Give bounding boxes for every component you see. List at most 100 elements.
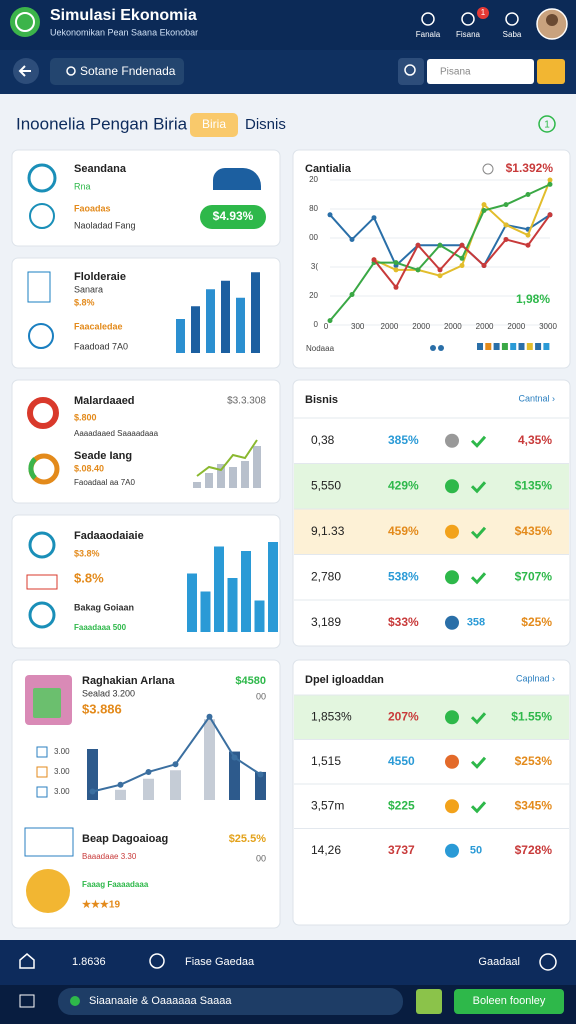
- icon: [28, 457, 37, 480]
- legend-icon: [36, 786, 48, 798]
- bar: [87, 749, 98, 800]
- bar: [229, 751, 240, 800]
- bar: [200, 591, 211, 632]
- nav-label[interactable]: Fiase Gaedaa: [185, 956, 255, 968]
- label: $3.8%: [74, 548, 100, 558]
- legend-swatch: [535, 343, 542, 350]
- table-link[interactable]: Cantnal ›: [518, 393, 555, 403]
- cell: 1,515: [311, 754, 341, 768]
- cell: 3,189: [311, 615, 341, 629]
- row-icon: [445, 615, 459, 630]
- icon[interactable]: [539, 953, 557, 971]
- icon-button[interactable]: [416, 989, 442, 1014]
- y-tick-label: 20: [309, 175, 318, 184]
- chart-caption: Nodaaa: [306, 344, 335, 353]
- label: Sanara: [74, 284, 103, 294]
- point: [437, 273, 443, 279]
- text-input[interactable]: [427, 59, 534, 84]
- point: [206, 713, 213, 720]
- bar: [170, 770, 181, 800]
- bar: [214, 546, 224, 632]
- icon: [430, 345, 436, 351]
- logo-ring: [15, 12, 35, 32]
- search-icon: [404, 64, 416, 76]
- point: [459, 263, 465, 269]
- row-icon: [445, 433, 459, 448]
- x-tick-label: 2000: [507, 322, 525, 331]
- bar: [143, 778, 154, 800]
- primary-button[interactable]: [454, 989, 564, 1014]
- label: Rna: [74, 181, 91, 191]
- nav-icon[interactable]: [461, 12, 475, 26]
- label: $4580: [235, 675, 266, 687]
- bar: [176, 319, 185, 353]
- point: [525, 242, 531, 248]
- bar: [236, 297, 245, 353]
- row-highlight: [294, 509, 569, 555]
- nav-label[interactable]: Saba: [503, 30, 522, 39]
- product-image-detail: [33, 688, 61, 718]
- nav-icon[interactable]: [505, 12, 519, 26]
- bar: [115, 789, 126, 800]
- rating: ★★★19: [82, 900, 120, 911]
- bar: [268, 542, 278, 632]
- table-link[interactable]: Caplnad ›: [516, 673, 555, 683]
- legend-swatch: [477, 343, 483, 350]
- legend-swatch: [493, 343, 500, 350]
- row-icon: [445, 754, 459, 769]
- x-tick-label: 2000: [444, 322, 462, 331]
- point: [525, 192, 531, 197]
- y-tick-label: 00: [309, 233, 318, 242]
- nav-label[interactable]: Fisana: [456, 30, 481, 39]
- tab-active[interactable]: [190, 113, 238, 137]
- bar: [217, 464, 225, 488]
- bar: [229, 467, 237, 488]
- label: $.800: [74, 412, 97, 422]
- bar: [205, 473, 213, 488]
- input-placeholder: Pisana: [440, 67, 471, 78]
- app-subtitle: Uekonomikan Pean Saana Ekonobar: [50, 27, 198, 37]
- search-field[interactable]: [50, 58, 184, 85]
- legend-swatch: [518, 343, 525, 350]
- search-icon: [66, 66, 76, 76]
- trend-line: [196, 439, 258, 477]
- cell: $1.55%: [511, 709, 552, 723]
- point: [525, 232, 531, 238]
- nav-icon[interactable]: [421, 12, 435, 26]
- point: [503, 236, 509, 242]
- check-icon: [470, 756, 487, 769]
- point: [415, 267, 421, 273]
- cell: 4550: [388, 754, 415, 768]
- tab-label[interactable]: Biria: [202, 117, 226, 131]
- action-button[interactable]: [537, 59, 565, 84]
- cell: 50: [470, 845, 482, 857]
- bar: [254, 600, 265, 632]
- label: $3.3.308: [227, 396, 266, 407]
- button-label[interactable]: Boleen foonley: [473, 995, 546, 1007]
- bar: [221, 280, 230, 353]
- home-icon: [19, 953, 35, 969]
- label: Faaadaaa 500: [74, 623, 127, 632]
- label: Faoadaal aa 7A0: [74, 478, 135, 487]
- search-button[interactable]: [398, 58, 424, 85]
- x-tick-label: 2000: [412, 322, 430, 331]
- label: 00: [256, 853, 266, 863]
- nav-label[interactable]: Gaadaal: [478, 956, 520, 968]
- section-title: Inoonelia Pengan Biria: [16, 114, 188, 133]
- bar: [227, 578, 238, 632]
- icon: [149, 953, 165, 969]
- tab-label[interactable]: Disnis: [245, 116, 286, 133]
- cell: 5,550: [311, 478, 341, 492]
- point: [231, 754, 238, 761]
- y-tick-label: 3(: [311, 262, 318, 271]
- row-icon: [445, 799, 459, 814]
- cell: 4,35%: [518, 433, 552, 447]
- icon: [438, 345, 444, 351]
- chart-title: Cantialia: [305, 163, 352, 175]
- cell: $135%: [515, 478, 553, 492]
- nav-label[interactable]: Fanala: [416, 30, 441, 39]
- table-title: Bisnis: [305, 394, 338, 406]
- cell: 9,1.33: [311, 524, 345, 538]
- nav-label[interactable]: 1.8636: [72, 956, 106, 968]
- status-pill: [58, 988, 403, 1015]
